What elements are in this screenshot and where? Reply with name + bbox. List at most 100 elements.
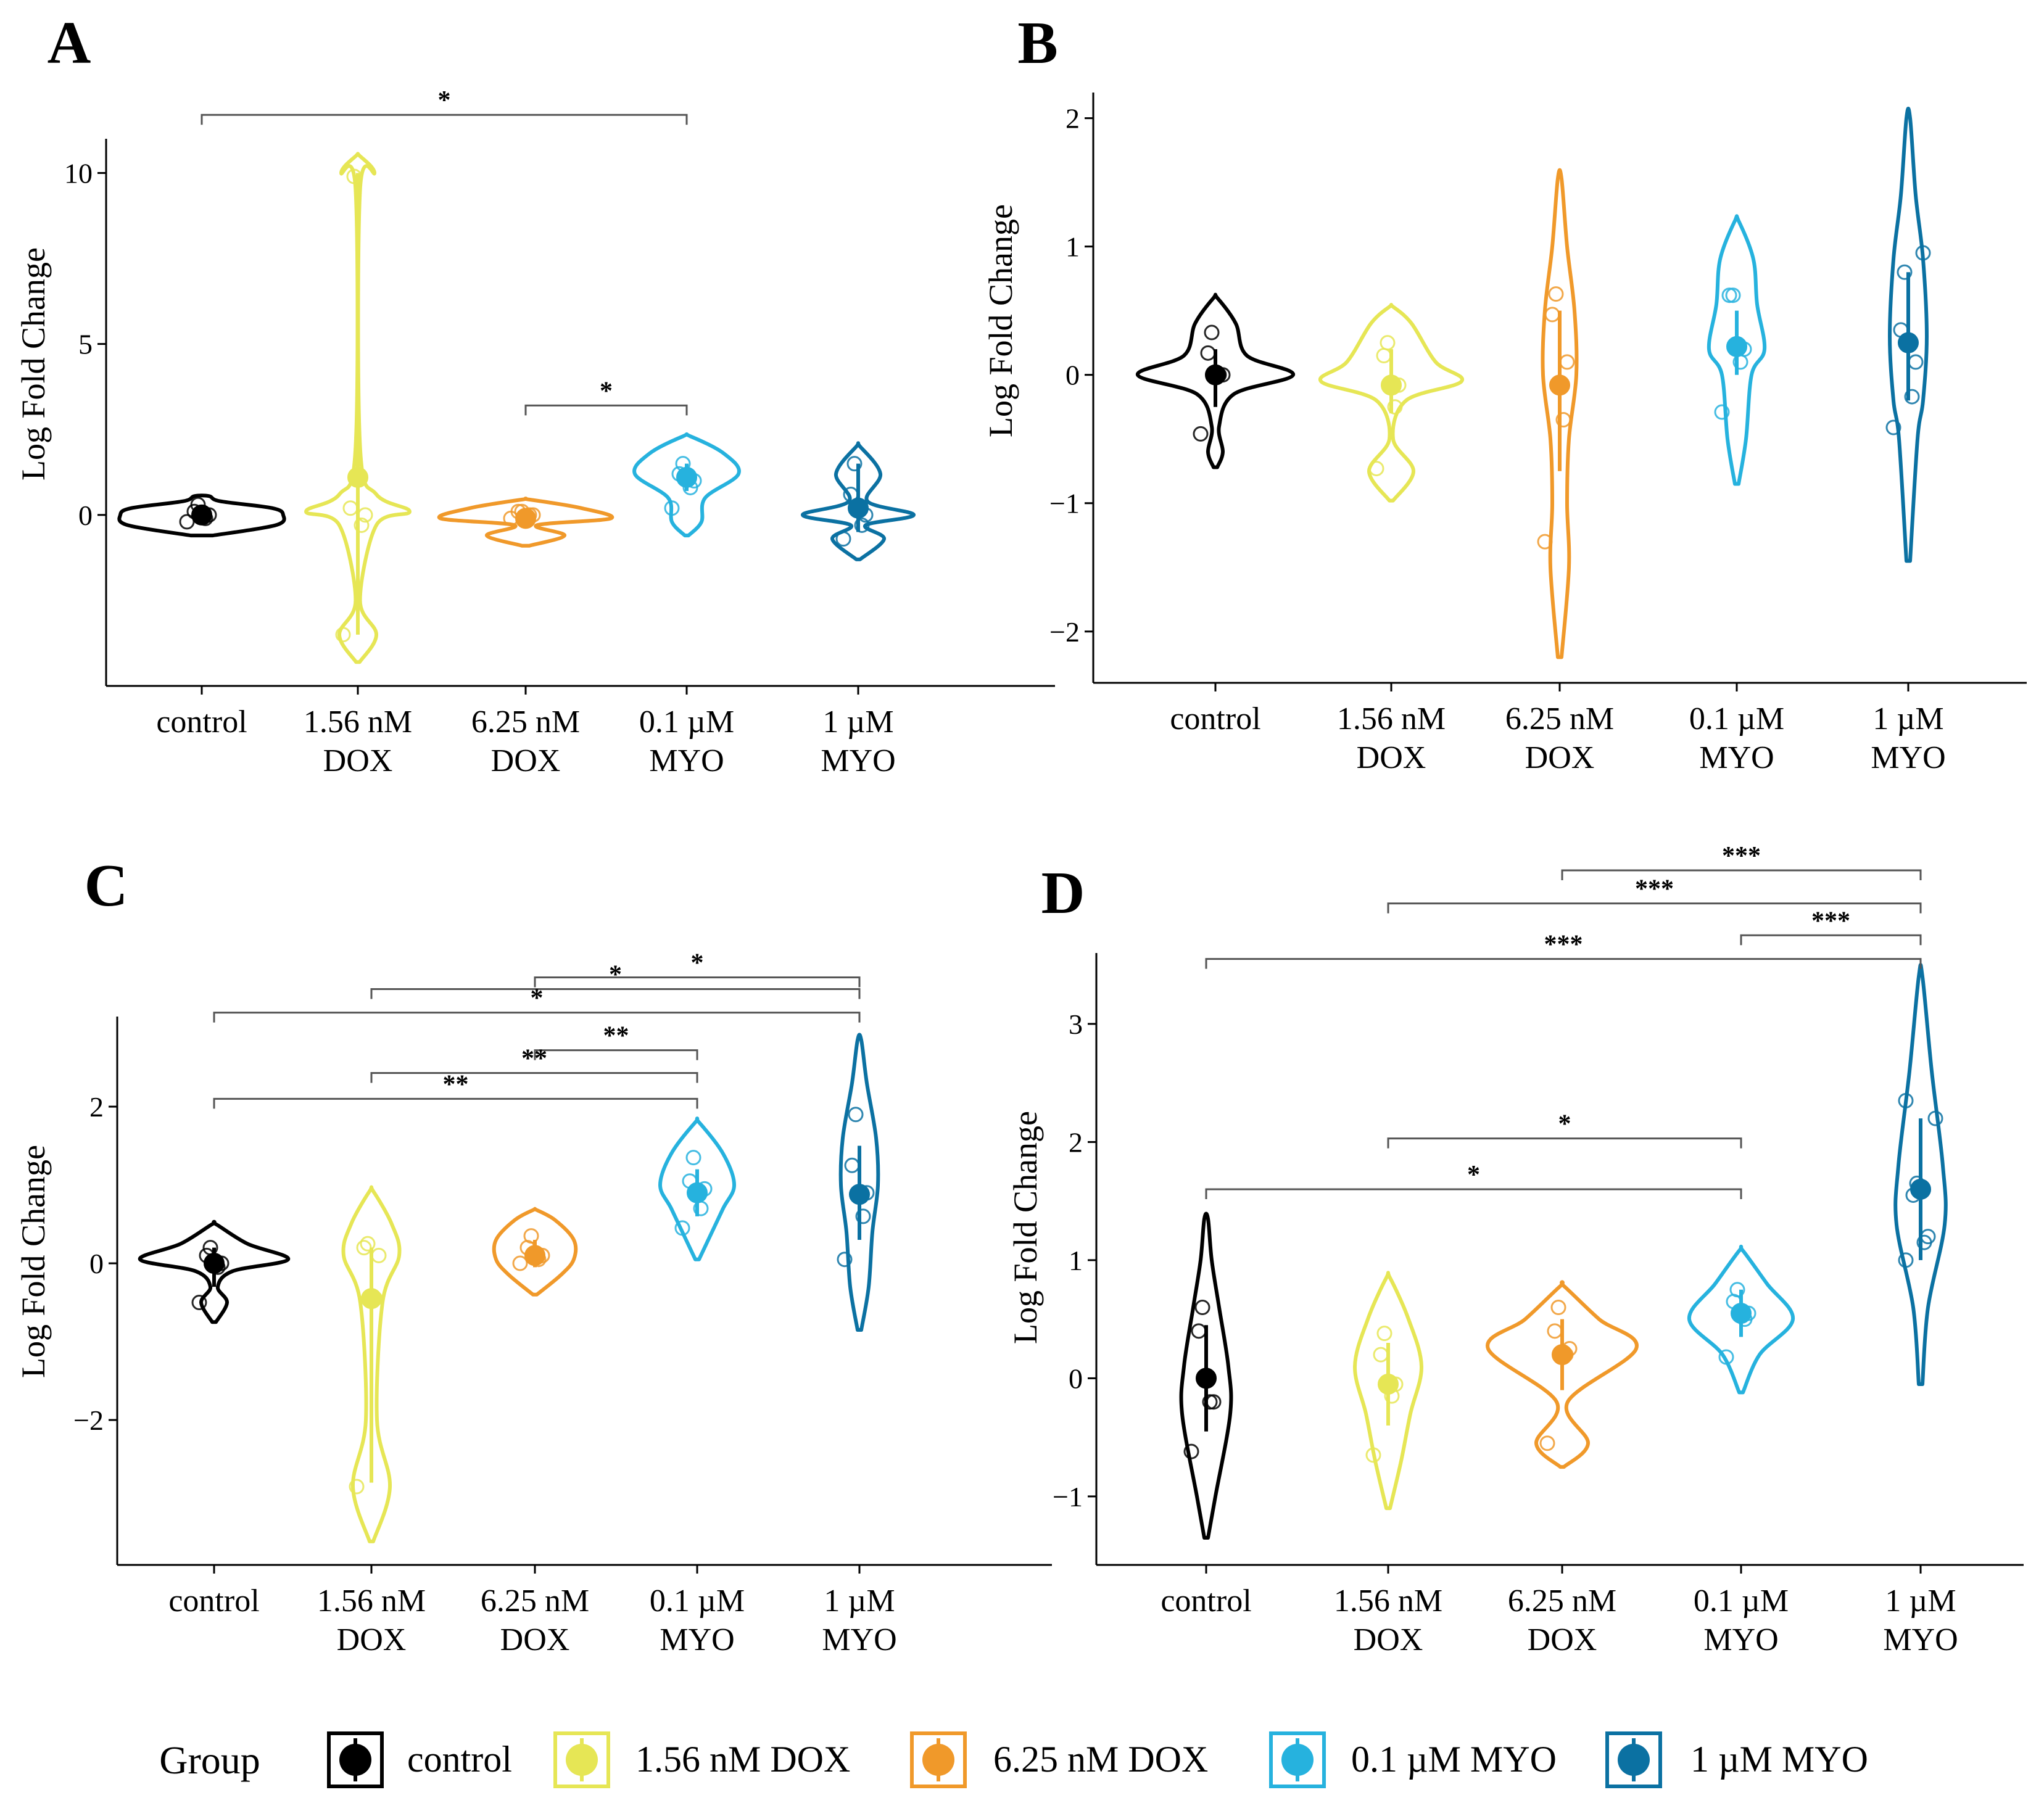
x-tick-label: 1.56 nM (1334, 1583, 1442, 1619)
x-tick-label-line2: DOX (337, 1622, 407, 1657)
data-point (360, 1236, 376, 1252)
data-point (1559, 354, 1575, 370)
data-point (1368, 461, 1384, 477)
legend-key-dot (1281, 1744, 1314, 1776)
data-point (1547, 1323, 1563, 1339)
significance-label: * (1558, 1110, 1571, 1139)
mean-point-1 (1381, 374, 1402, 396)
mean-point-0 (1205, 364, 1226, 386)
mean-point-3 (687, 1182, 708, 1203)
data-point (664, 500, 680, 516)
significance-bracket (1387, 1137, 1742, 1149)
y-axis-label: Log Fold Change (982, 204, 1019, 437)
y-tick-label: 2 (89, 1091, 104, 1123)
x-tick-label-line2: DOX (1525, 740, 1595, 775)
x-tick-label: 0.1 µM (639, 704, 734, 740)
data-point (1202, 1394, 1218, 1410)
x-tick-label-line2: MYO (1703, 1622, 1778, 1657)
significance-bracket (534, 1049, 698, 1060)
y-tick-label: 0 (89, 1248, 104, 1279)
data-point (1550, 1300, 1566, 1316)
legend-key-dot (339, 1744, 371, 1776)
x-tick-label: control (1170, 701, 1260, 737)
data-point (1373, 1347, 1389, 1363)
mean-point-2 (524, 1245, 545, 1266)
significance-bracket (370, 1071, 698, 1083)
x-tick-label: 1.56 nM (317, 1583, 426, 1619)
y-tick-label: −1 (1053, 1481, 1083, 1512)
mean-point-4 (848, 497, 869, 519)
y-tick-label: 10 (64, 157, 93, 189)
x-tick-label-line2: DOX (491, 743, 561, 778)
panel-letter: C (85, 852, 128, 919)
data-point (1387, 399, 1403, 415)
legend-item-0: control (327, 1731, 512, 1788)
legend-key-dot (1618, 1744, 1650, 1776)
data-point (1537, 534, 1553, 550)
data-point (335, 627, 351, 643)
panel-letter: A (48, 10, 91, 76)
significance-label: *** (1722, 842, 1761, 870)
y-tick-label: 1 (1069, 1245, 1083, 1276)
legend-label: control (407, 1739, 512, 1780)
mean-point-3 (1731, 1303, 1752, 1324)
significance-bracket (524, 404, 688, 416)
mean-point-0 (1196, 1368, 1217, 1389)
data-point (354, 517, 370, 533)
x-tick-label-line2: MYO (821, 743, 895, 778)
x-tick-label: 6.25 nM (1505, 701, 1614, 737)
y-tick-label: 2 (1069, 1126, 1083, 1158)
y-tick-label: 5 (78, 329, 93, 360)
panel-letter: D (1041, 860, 1085, 926)
data-point (1539, 1435, 1555, 1451)
x-tick-label-line2: DOX (500, 1622, 570, 1657)
data-point (1904, 389, 1920, 405)
legend-label: 0.1 µM MYO (1351, 1739, 1557, 1780)
y-tick-label: 2 (1065, 103, 1080, 134)
significance-label: * (609, 961, 622, 989)
data-point (1380, 335, 1396, 351)
mean-point-2 (1549, 374, 1570, 396)
data-point (685, 1150, 701, 1166)
data-point (1544, 307, 1560, 323)
data-point (512, 1255, 528, 1271)
data-point (356, 1240, 372, 1256)
significance-label: *** (1811, 907, 1850, 935)
x-tick-label: 0.1 µM (1694, 1583, 1789, 1619)
legend-item-2: 6.25 nM DOX (910, 1731, 1208, 1788)
data-point (835, 531, 851, 547)
mean-point-0 (191, 504, 212, 526)
panel-letter: B (1017, 10, 1057, 76)
data-point (844, 1157, 860, 1173)
data-point (674, 1220, 690, 1236)
data-point (1898, 1092, 1914, 1108)
x-tick-label-line2: DOX (323, 743, 393, 778)
significance-label: * (1467, 1161, 1480, 1189)
y-tick-label: −1 (1049, 488, 1080, 519)
x-tick-label-line2: MYO (1699, 740, 1774, 775)
data-point (1915, 245, 1931, 261)
data-point (349, 1479, 365, 1495)
mean-point-4 (1898, 332, 1919, 353)
significance-bracket (1205, 1188, 1742, 1200)
x-tick-label-line2: MYO (649, 743, 724, 778)
significance-bracket (370, 988, 861, 999)
data-point (1725, 287, 1741, 303)
data-point (837, 1252, 853, 1268)
data-point (1729, 1282, 1745, 1298)
significance-label: ** (603, 1022, 629, 1050)
y-tick-label: 3 (1069, 1009, 1083, 1040)
x-tick-label-line2: DOX (1354, 1622, 1423, 1657)
data-point (342, 500, 358, 516)
y-tick-label: −2 (1049, 616, 1080, 648)
data-point (1365, 1447, 1381, 1463)
y-tick-label: −2 (73, 1405, 104, 1436)
data-point (179, 514, 195, 530)
x-tick-label: 0.1 µM (650, 1583, 745, 1619)
data-point (1908, 354, 1924, 370)
legend-key-dot (566, 1744, 598, 1776)
